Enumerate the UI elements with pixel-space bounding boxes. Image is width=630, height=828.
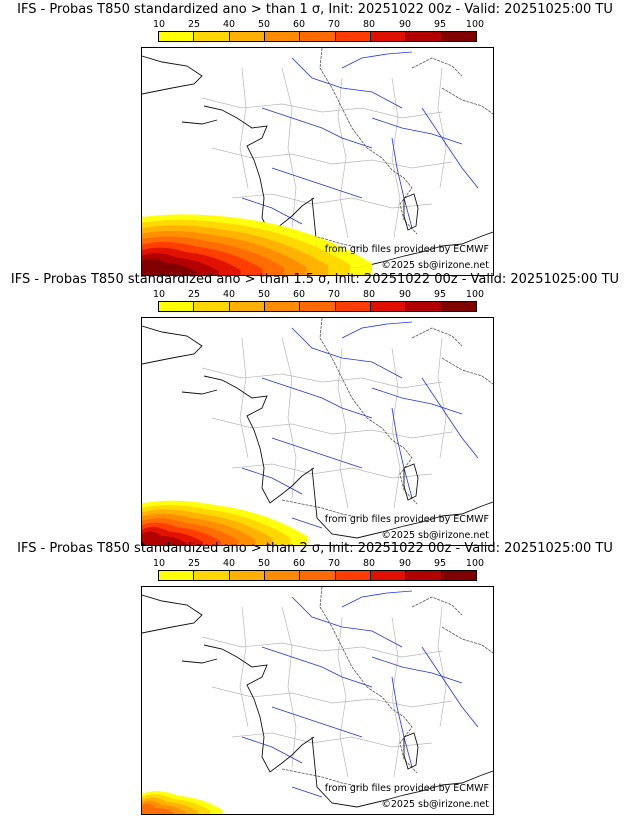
copyright-credit: ©2025 sb@irizone.net	[381, 530, 489, 541]
colorbar-swatch	[194, 302, 230, 311]
country-borders	[281, 318, 493, 519]
copyright-credit: ©2025 sb@irizone.net	[381, 260, 489, 271]
panel-title: IFS - Probas T850 standardized ano > tha…	[10, 272, 620, 287]
corsica-coast	[403, 463, 419, 501]
colorbar-tick-label: 90	[398, 19, 412, 30]
colorbar-swatch	[264, 302, 301, 311]
map-panel-1sigma: IFS - Probas T850 standardized ano > tha…	[0, 0, 630, 276]
probability-map: from grib files provided by ECMWF ©2025 …	[141, 47, 494, 276]
colorbar-tick-label: 25	[187, 289, 201, 300]
colorbar-swatch	[370, 32, 407, 41]
colorbar-tick-label: 50	[257, 558, 271, 569]
colorbar-tick-label: 10	[152, 19, 166, 30]
source-credit: from grib files provided by ECMWF	[324, 783, 489, 794]
colorbar-swatch	[264, 32, 301, 41]
colorbar-tick-label: 25	[187, 558, 201, 569]
colorbar-tick-label: 40	[222, 558, 236, 569]
colorbar-swatch	[264, 571, 301, 580]
source-credit: from grib files provided by ECMWF	[324, 244, 489, 255]
colorbar-tick-label: 80	[362, 19, 376, 30]
rivers	[241, 590, 479, 798]
colorbar-tick-label: 100	[465, 19, 485, 30]
colorbar-swatch	[159, 32, 195, 41]
colorbar-tick-label: 80	[362, 558, 376, 569]
colorbar-tick-label: 70	[327, 19, 341, 30]
department-borders	[201, 606, 453, 778]
probability-band	[142, 803, 173, 814]
colorbar-swatch	[335, 32, 371, 41]
colorbar-swatch	[406, 302, 442, 311]
colorbar-swatch	[159, 571, 195, 580]
corsica-coast	[403, 732, 419, 770]
copyright-credit: ©2025 sb@irizone.net	[381, 799, 489, 810]
colorbar-swatch	[229, 302, 265, 311]
map-canvas	[142, 587, 493, 814]
colorbar-tick-label: 70	[327, 289, 341, 300]
colorbar-swatch	[441, 571, 476, 580]
department-borders	[201, 67, 453, 239]
colorbar-tick-label: 25	[187, 19, 201, 30]
probability-band	[142, 258, 197, 275]
probability-map: from grib files provided by ECMWF ©2025 …	[141, 586, 494, 815]
colorbar-swatch	[406, 571, 442, 580]
colorbar-swatch	[441, 302, 476, 311]
panel-title: IFS - Probas T850 standardized ano > tha…	[17, 2, 613, 17]
colorbar-tick-label: 90	[398, 558, 412, 569]
coastline	[142, 55, 493, 269]
map-canvas	[142, 48, 493, 275]
probability-band	[142, 531, 186, 545]
colorbar-swatch	[300, 302, 336, 311]
source-credit: from grib files provided by ECMWF	[324, 514, 489, 525]
map-panel-2sigma: IFS - Probas T850 standardized ano > tha…	[0, 539, 630, 815]
colorbar-swatch	[370, 571, 407, 580]
colorbar-tick-label: 95	[433, 289, 447, 300]
colorbar-swatch	[300, 32, 336, 41]
colorbar-swatch	[441, 32, 476, 41]
colorbar-swatch	[194, 571, 230, 580]
probability-map: from grib files provided by ECMWF ©2025 …	[141, 317, 494, 546]
colorbar-swatch	[194, 32, 230, 41]
colorbar-tick-label: 95	[433, 19, 447, 30]
colorbar-swatch	[159, 302, 195, 311]
coastline	[142, 594, 493, 808]
colorbar-tick-label: 10	[152, 558, 166, 569]
colorbar-labels: 10 25 40 50 60 70 80 90 95 100	[143, 19, 493, 30]
department-borders	[201, 337, 453, 509]
rivers	[241, 321, 479, 529]
colorbar-swatch	[300, 571, 336, 580]
colorbar-tick-label: 50	[257, 289, 271, 300]
colorbar-tick-label: 50	[257, 19, 271, 30]
panel-title: IFS - Probas T850 standardized ano > tha…	[17, 541, 613, 556]
colorbar-swatch	[335, 302, 371, 311]
colorbar-swatch	[229, 32, 265, 41]
colorbar-tick-label: 60	[292, 289, 306, 300]
colorbar-tick-label: 90	[398, 289, 412, 300]
country-borders	[281, 48, 493, 249]
colorbar-tick-label: 40	[222, 19, 236, 30]
colorbar-tick-label: 60	[292, 558, 306, 569]
colorbar-tick-label: 70	[327, 558, 341, 569]
coastline	[142, 325, 493, 539]
country-borders	[281, 587, 493, 788]
map-panel-1-5sigma: IFS - Probas T850 standardized ano > tha…	[0, 270, 630, 546]
colorbar-labels: 10 25 40 50 60 70 80 90 95 100	[143, 289, 493, 300]
colorbar	[158, 301, 477, 312]
colorbar-tick-label: 10	[152, 289, 166, 300]
colorbar-tick-label: 40	[222, 289, 236, 300]
corsica-coast	[403, 193, 419, 231]
colorbar-swatch	[229, 571, 265, 580]
colorbar-swatch	[335, 571, 371, 580]
colorbar-tick-label: 100	[465, 558, 485, 569]
colorbar-tick-label: 80	[362, 289, 376, 300]
colorbar-labels: 10 25 40 50 60 70 80 90 95 100	[143, 558, 493, 569]
colorbar-tick-label: 60	[292, 19, 306, 30]
colorbar-tick-label: 95	[433, 558, 447, 569]
colorbar	[158, 31, 477, 42]
colorbar	[158, 570, 477, 581]
colorbar-swatch	[370, 302, 407, 311]
colorbar-tick-label: 100	[465, 289, 485, 300]
colorbar-swatch	[406, 32, 442, 41]
map-canvas	[142, 318, 493, 545]
